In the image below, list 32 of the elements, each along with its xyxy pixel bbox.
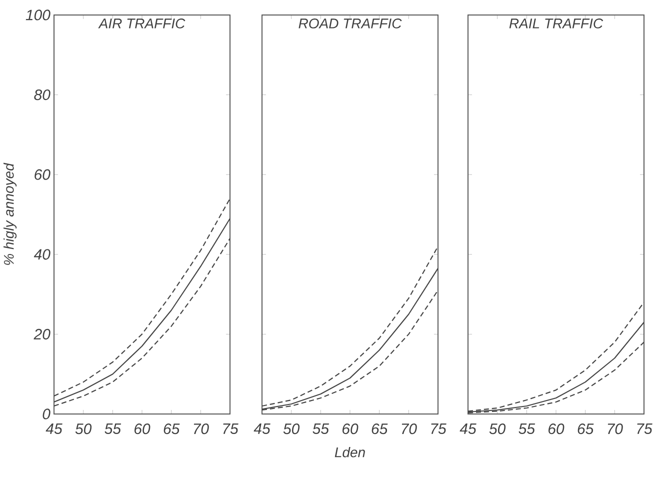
x-axis-title: Lden <box>334 447 365 458</box>
x-tick-label: 45 <box>46 424 62 434</box>
x-tick-label: 65 <box>372 424 388 434</box>
chart-title: ROAD TRAFFIC <box>298 18 402 28</box>
chart-title: RAIL TRAFFIC <box>509 18 604 28</box>
x-tick-label: 70 <box>194 424 209 434</box>
chart-title: AIR TRAFFIC <box>98 18 186 28</box>
x-tick-label: 75 <box>223 424 238 434</box>
x-tick-label: 70 <box>608 424 623 434</box>
y-tick-label: 100 <box>26 10 50 20</box>
x-tick-label: 60 <box>342 424 358 434</box>
y-tick-label: 20 <box>34 328 50 340</box>
y-tick-label: 80 <box>34 89 50 100</box>
x-tick-label: 60 <box>548 424 564 434</box>
y-tick-label: 0 <box>42 408 50 420</box>
x-tick-label: 50 <box>283 424 300 434</box>
y-tick-label: 40 <box>34 249 50 260</box>
x-tick-label: 65 <box>578 424 594 434</box>
y-axis-title: % higly annoyed <box>4 162 17 265</box>
x-tick-label: 70 <box>402 424 417 434</box>
x-tick-label: 55 <box>518 424 536 434</box>
x-tick-label: 50 <box>489 424 506 434</box>
x-tick-label: 65 <box>164 424 180 434</box>
x-tick-label: 50 <box>75 424 92 434</box>
x-tick-label: 75 <box>431 424 446 434</box>
x-tick-label: 55 <box>104 424 122 434</box>
x-tick-label: 75 <box>637 424 652 434</box>
x-tick-label: 45 <box>254 424 270 434</box>
x-tick-label: 55 <box>312 424 330 434</box>
y-tick-label: 60 <box>34 169 50 180</box>
x-tick-label: 45 <box>460 424 476 434</box>
x-tick-label: 60 <box>134 424 150 434</box>
